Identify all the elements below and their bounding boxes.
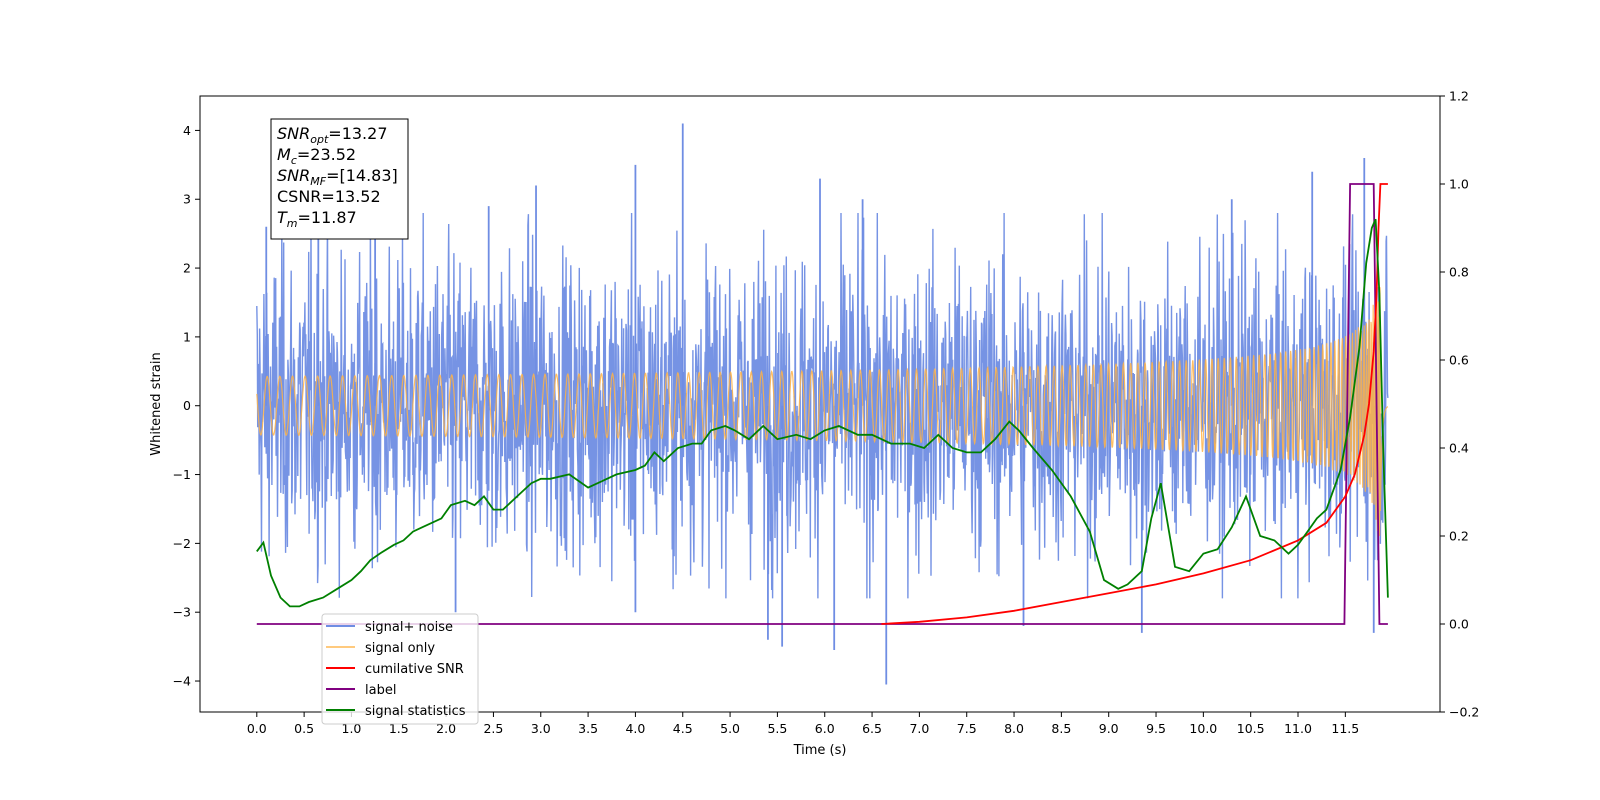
legend-label: signal+ noise — [365, 620, 453, 635]
y2-tick-label: 0.4 — [1449, 441, 1469, 456]
x-tick-label: 4.0 — [625, 721, 645, 736]
x-tick-label: 11.0 — [1284, 721, 1312, 736]
x-tick-label: 9.0 — [1099, 721, 1119, 736]
x-tick-label: 3.5 — [578, 721, 598, 736]
annotation-line: SNRopt=13.27 — [277, 124, 388, 146]
x-axis-label: Time (s) — [793, 743, 847, 758]
x-tick-label: 9.5 — [1146, 721, 1166, 736]
plot-area — [256, 123, 1389, 685]
x-tick-label: 7.5 — [957, 721, 977, 736]
y-tick-label: 3 — [183, 192, 191, 207]
x-tick-label: 7.0 — [909, 721, 929, 736]
x-tick-label: 6.0 — [815, 721, 835, 736]
annotation-box-frame — [270, 118, 409, 240]
series-label-line — [256, 183, 1388, 625]
annotation-line: SNRMF=[14.83] — [277, 166, 398, 188]
series-signal-statistics-line — [256, 218, 1389, 608]
series-signal-only-line — [256, 284, 1389, 537]
x-tick-label: 3.0 — [531, 721, 551, 736]
x-tick-label: 8.0 — [1004, 721, 1024, 736]
series-signal-noise-line — [256, 212, 1389, 599]
legend-frame — [321, 613, 479, 725]
annotation-line: Mc=23.52 — [277, 145, 356, 167]
x-tick-label: 4.5 — [673, 721, 693, 736]
legend-label: signal only — [365, 641, 435, 656]
x-tick-label: 0.0 — [247, 721, 267, 736]
y2-tick-label: 0.6 — [1449, 353, 1469, 368]
y-tick-label: 0 — [183, 398, 191, 413]
y2-tick-label: 0.2 — [1449, 529, 1469, 544]
y-tick-label: −2 — [173, 536, 191, 551]
y-tick-label: −1 — [173, 467, 191, 482]
x-tick-label: 5.5 — [767, 721, 787, 736]
y2-tick-label: 1.0 — [1449, 177, 1469, 192]
y2-tick-label: 1.2 — [1449, 89, 1469, 104]
annotation-line: Tm=11.87 — [277, 208, 357, 230]
x-tick-label: 10.0 — [1189, 721, 1217, 736]
y-tick-label: 1 — [183, 329, 191, 344]
legend-label: cumilative SNR — [365, 662, 464, 677]
x-tick-label: 0.5 — [294, 721, 314, 736]
x-tick-label: 11.5 — [1331, 721, 1359, 736]
legend-label: label — [365, 683, 396, 698]
y-tick-label: 2 — [183, 261, 191, 276]
x-tick-label: 10.5 — [1237, 721, 1265, 736]
x-tick-label: 6.5 — [862, 721, 882, 736]
annotation-box: SNRopt=13.27Mc=23.52SNRMF=[14.83]CSNR=13… — [270, 118, 409, 240]
y-tick-label: 4 — [183, 123, 191, 138]
y-tick-label: −3 — [173, 605, 191, 620]
y-tick-label: −4 — [173, 674, 191, 689]
x-tick-label: 1.5 — [389, 721, 409, 736]
x-tick-label: 2.5 — [483, 721, 503, 736]
plot-frame — [199, 95, 1441, 713]
x-tick-label: 8.5 — [1051, 721, 1071, 736]
y2-tick-label: −0.2 — [1449, 705, 1479, 720]
legend: signal+ noise signal only cumilative SNR la… — [321, 613, 479, 725]
legend-label: signal statistics — [365, 704, 466, 719]
x-tick-label: 5.0 — [720, 721, 740, 736]
annotation-line: CSNR=13.52 — [277, 187, 381, 206]
y-axis-label: Whitened strain — [149, 352, 164, 455]
x-tick-label: 1.0 — [342, 721, 362, 736]
y2-tick-label: 0.0 — [1449, 617, 1469, 632]
axes: 0.0 0.5 1.0 1.5 2.0 2.5 3.0 3.5 4.0 4.5 5.0 5.5 6.0 6… — [173, 89, 1480, 737]
y2-tick-label: 0.8 — [1449, 265, 1469, 280]
x-tick-label: 2.0 — [436, 721, 456, 736]
